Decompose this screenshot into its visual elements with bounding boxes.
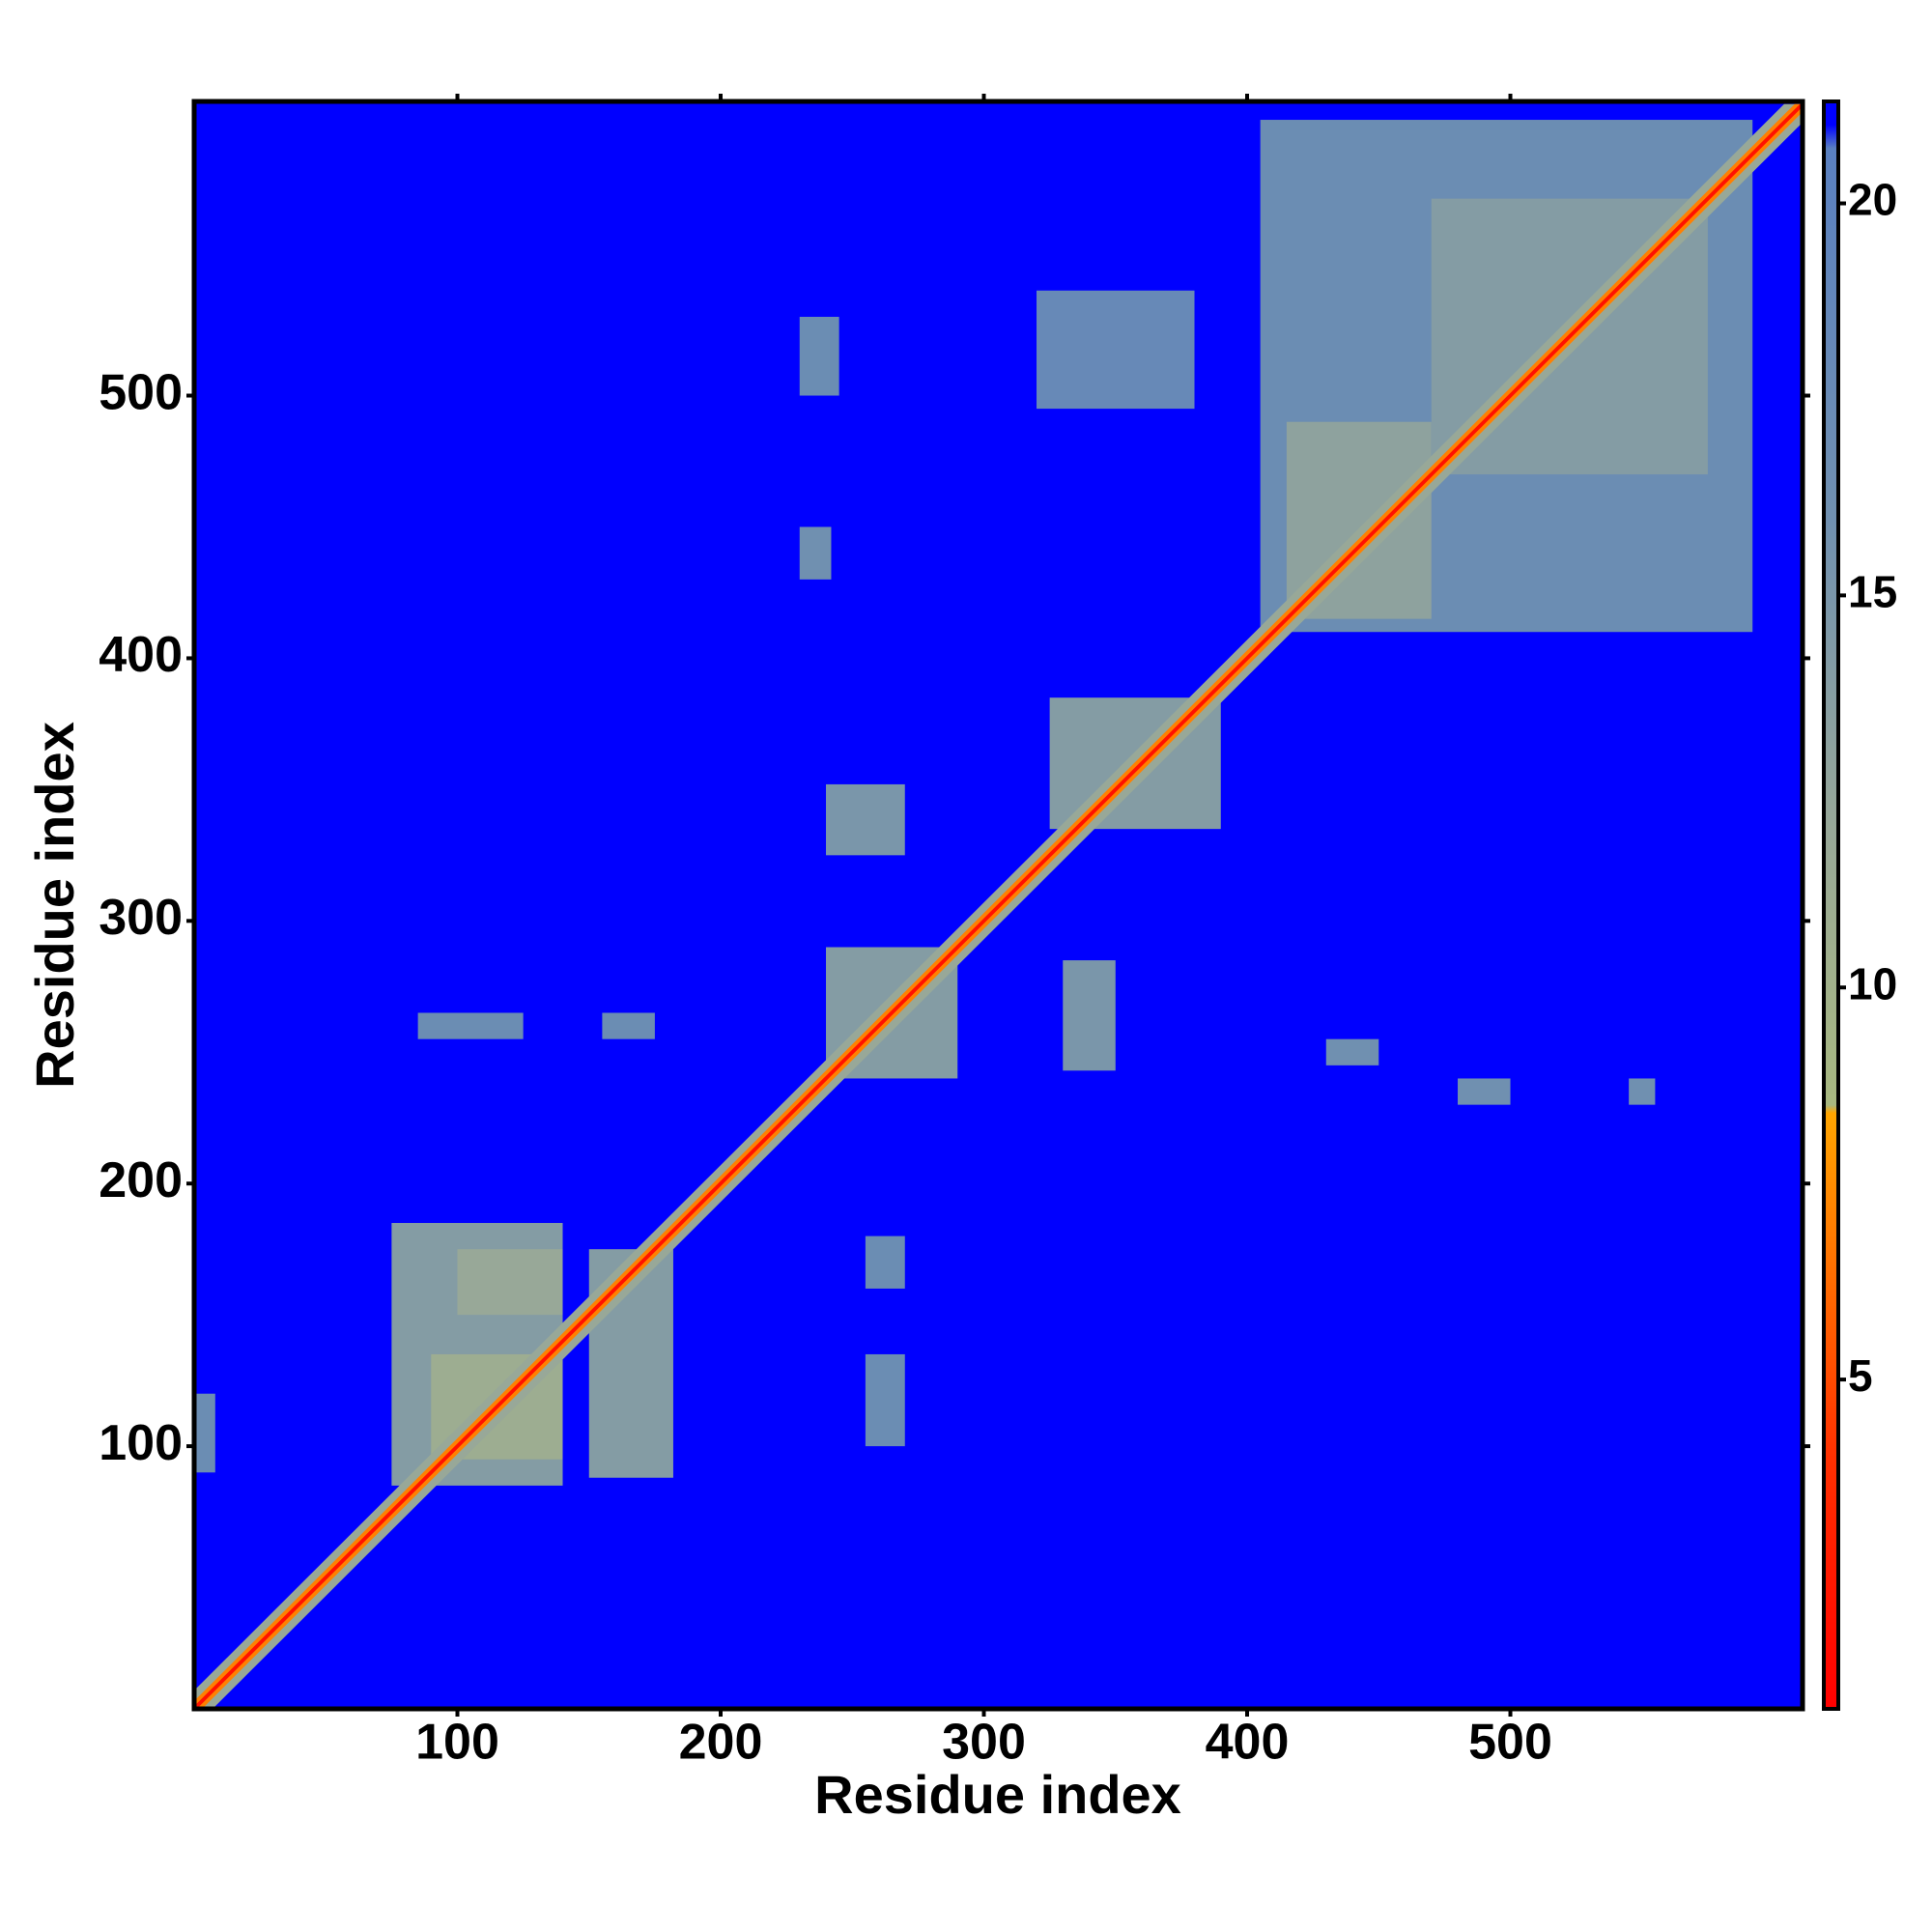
x-tick-label: 100 <box>415 1715 499 1771</box>
y-tick-label: 200 <box>99 1152 183 1208</box>
x-tick-label: 300 <box>942 1715 1026 1771</box>
heatmap-patch <box>602 1012 655 1039</box>
x-tick-label: 400 <box>1206 1715 1290 1771</box>
heatmap-patch <box>457 1249 563 1316</box>
colorbar-tick-label: 10 <box>1848 958 1897 1009</box>
colorbar-tick-label: 5 <box>1848 1350 1873 1401</box>
x-tick-label: 200 <box>679 1715 763 1771</box>
heatmap-patch <box>1629 1078 1656 1105</box>
heatmap-patch <box>799 316 839 396</box>
y-tick-label: 100 <box>99 1415 183 1471</box>
heatmap-patch <box>1325 1038 1379 1065</box>
x-tick-label: 500 <box>1468 1715 1552 1771</box>
heatmap-patch <box>865 1353 905 1447</box>
colorbar-tick-label: 20 <box>1848 175 1897 225</box>
heatmap-patch <box>417 1012 524 1039</box>
y-axis-title: Residue index <box>24 722 85 1089</box>
diagonal-band <box>194 103 1803 1709</box>
y-tick-label: 500 <box>99 364 183 420</box>
heatmap-patch <box>865 1236 905 1289</box>
heatmap-patch <box>1458 1078 1511 1105</box>
heatmap-patch <box>826 783 905 856</box>
x-axis-title: Residue index <box>814 1764 1181 1825</box>
heatmap-patch <box>1063 960 1116 1071</box>
heatmap <box>194 101 1803 1709</box>
heatmap-patch <box>1037 290 1195 410</box>
plot-frame <box>191 99 1805 1712</box>
colorbar-tick-label: 15 <box>1848 567 1897 617</box>
y-tick-label: 300 <box>99 890 183 946</box>
colorbar <box>1822 99 1840 1711</box>
heatmap-patch <box>799 526 832 580</box>
heatmap-patch <box>194 1393 215 1473</box>
y-tick-label: 400 <box>99 627 183 683</box>
